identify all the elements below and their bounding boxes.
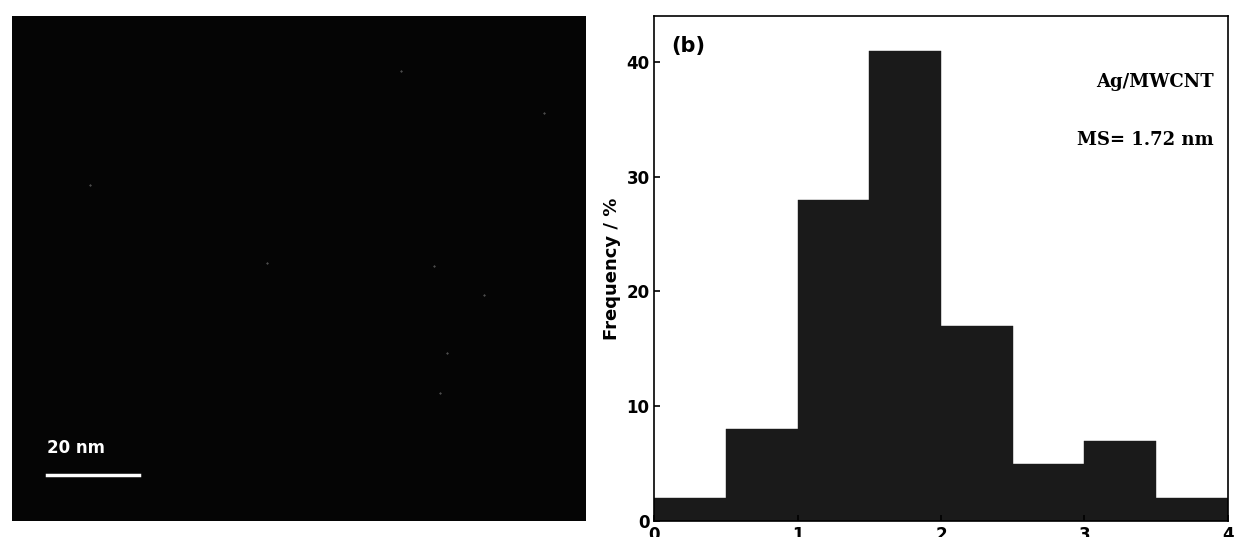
Bar: [727, 429, 797, 521]
Y-axis label: Frequency / %: Frequency / %: [603, 197, 621, 340]
Bar: [941, 326, 1013, 521]
Bar: [655, 498, 727, 521]
Bar: [1156, 498, 1228, 521]
Bar: [869, 50, 941, 521]
Text: 20 nm: 20 nm: [47, 439, 105, 457]
Text: (b): (b): [672, 37, 706, 56]
Bar: [1084, 440, 1156, 521]
Bar: [797, 200, 869, 521]
Text: Ag/MWCNT: Ag/MWCNT: [1096, 74, 1213, 91]
Text: MS= 1.72 nm: MS= 1.72 nm: [1076, 131, 1213, 149]
Bar: [1013, 463, 1084, 521]
